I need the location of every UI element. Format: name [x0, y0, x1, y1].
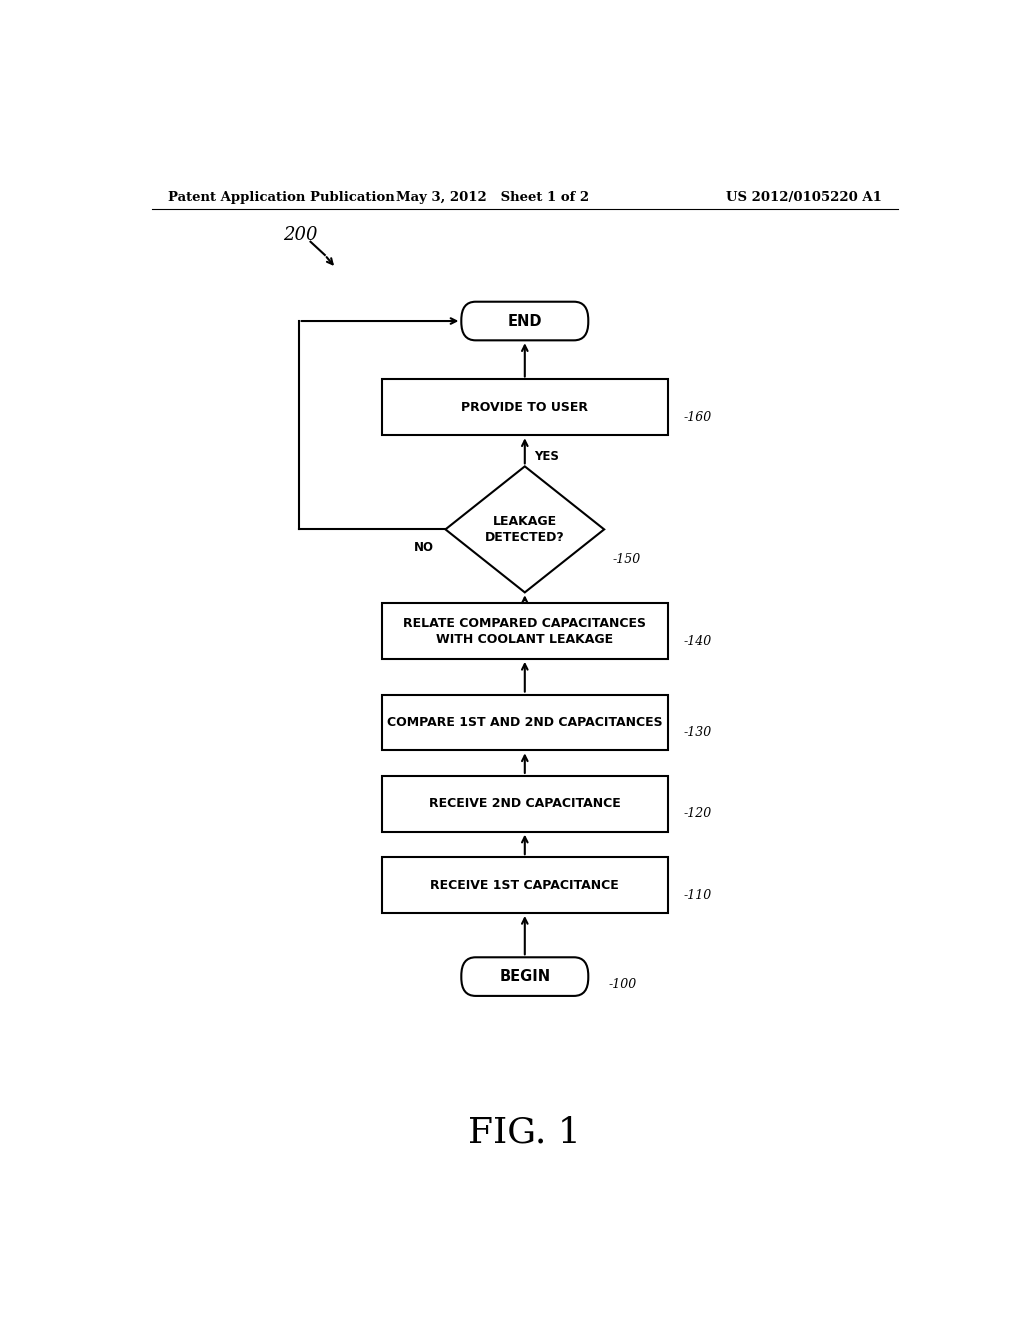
- FancyBboxPatch shape: [461, 957, 588, 995]
- Bar: [382, 603, 668, 659]
- Bar: [382, 694, 668, 751]
- Text: RECEIVE 2ND CAPACITANCE: RECEIVE 2ND CAPACITANCE: [429, 797, 621, 810]
- FancyBboxPatch shape: [461, 302, 588, 341]
- Text: -160: -160: [684, 411, 712, 424]
- Text: -130: -130: [684, 726, 712, 739]
- Text: -120: -120: [684, 808, 712, 821]
- Text: NO: NO: [414, 541, 433, 554]
- Text: END: END: [508, 314, 542, 329]
- Bar: [382, 776, 668, 832]
- Text: LEAKAGE
DETECTED?: LEAKAGE DETECTED?: [485, 515, 564, 544]
- Bar: [382, 857, 668, 913]
- Text: RELATE COMPARED CAPACITANCES
WITH COOLANT LEAKAGE: RELATE COMPARED CAPACITANCES WITH COOLAN…: [403, 616, 646, 645]
- Text: Patent Application Publication: Patent Application Publication: [168, 190, 394, 203]
- Text: FIG. 1: FIG. 1: [468, 1115, 582, 1150]
- Polygon shape: [445, 466, 604, 593]
- Text: -110: -110: [684, 888, 712, 902]
- Text: -150: -150: [612, 553, 640, 566]
- Text: 200: 200: [283, 226, 317, 244]
- Text: May 3, 2012   Sheet 1 of 2: May 3, 2012 Sheet 1 of 2: [396, 190, 590, 203]
- Bar: [382, 379, 668, 436]
- Text: -100: -100: [608, 978, 636, 991]
- Text: COMPARE 1ST AND 2ND CAPACITANCES: COMPARE 1ST AND 2ND CAPACITANCES: [387, 715, 663, 729]
- Text: BEGIN: BEGIN: [500, 969, 550, 985]
- Text: YES: YES: [535, 450, 559, 463]
- Text: RECEIVE 1ST CAPACITANCE: RECEIVE 1ST CAPACITANCE: [430, 879, 620, 891]
- Text: US 2012/0105220 A1: US 2012/0105220 A1: [726, 190, 882, 203]
- Text: -140: -140: [684, 635, 712, 648]
- Text: PROVIDE TO USER: PROVIDE TO USER: [461, 401, 589, 414]
